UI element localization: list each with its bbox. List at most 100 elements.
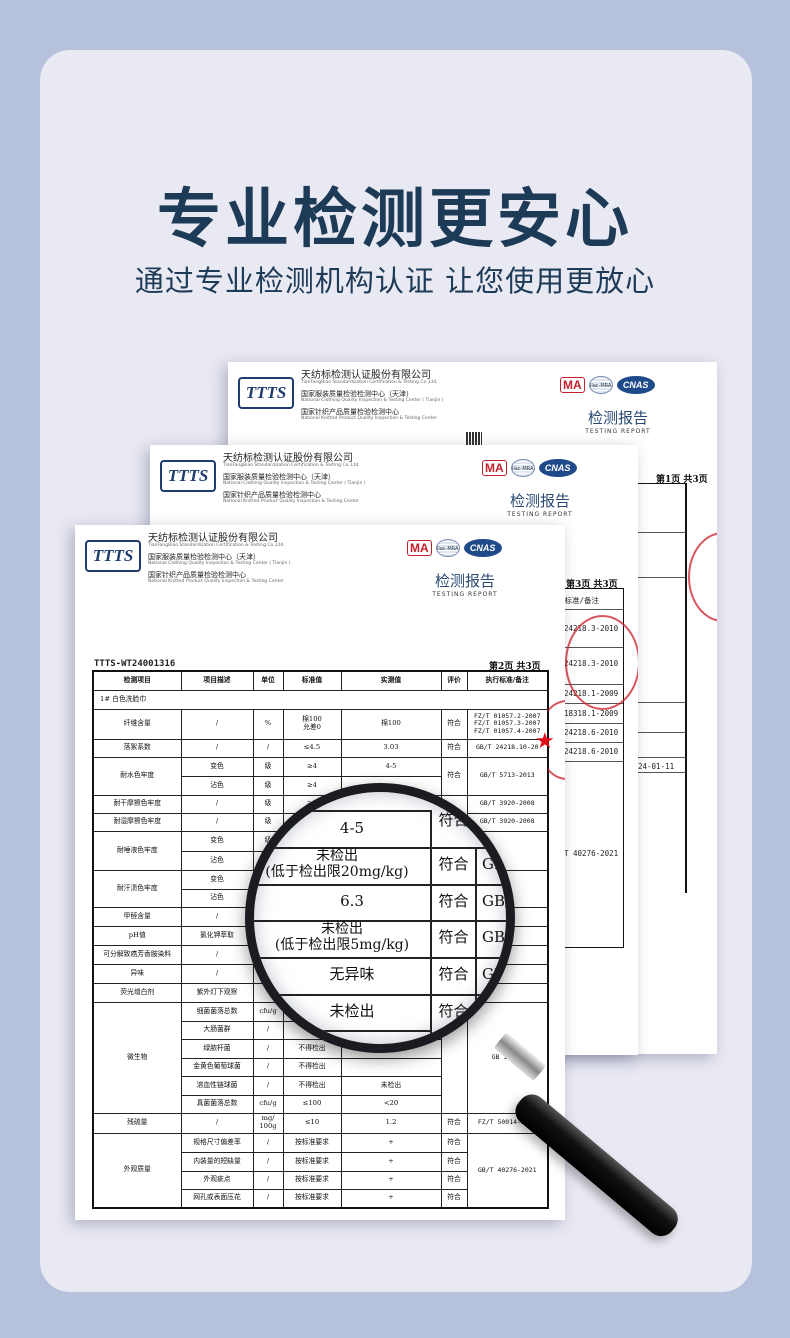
ttts-logo: TTTS — [238, 377, 294, 409]
table-cell: 异味 — [92, 963, 182, 984]
table-cell: ≤4.5 — [282, 738, 342, 758]
zoomed-value: <20 — [304, 1037, 336, 1044]
table-cell: 可分解致癌芳香胺染料 — [92, 944, 182, 965]
table-cell: 沾色 — [180, 850, 254, 871]
cnas-badge: CNAS — [463, 539, 502, 557]
table-cell: 未检出 — [340, 1075, 442, 1096]
table-cell: 符合 — [440, 1112, 468, 1134]
report-title-en: TESTING REPORT — [507, 511, 573, 518]
zoomed-standard: GB/ — [482, 892, 511, 910]
table-cell: + — [340, 1132, 442, 1153]
table-row: 真菌菌落总数 cfu/g ≤100 <20 — [93, 1094, 548, 1114]
ttts-logo: TTTS — [160, 460, 216, 492]
table-row: 残硫量 / mg/ 100g ≤10 1.2 符合 FZ/T 50014-2008 — [92, 1112, 549, 1134]
table-cell: 规格尺寸偏差率 — [180, 1132, 254, 1153]
center-name: 国家服装质量检验检测中心（天津） — [148, 552, 260, 561]
table-header-row: 检测项目 项目描述 单位 标准值 实测值 评价 执行标准/备注 — [92, 670, 549, 691]
zoomed-value: 无异味 — [329, 965, 375, 983]
table-cell: ≥4 — [282, 756, 342, 777]
table-cell: / — [252, 1170, 284, 1190]
table-cell — [340, 1057, 442, 1077]
table-cell: 变色 — [180, 869, 254, 890]
table-cell: 变色 — [180, 756, 254, 777]
column-header: 实测值 — [340, 670, 442, 691]
date-fragment: 24-01-11 — [638, 762, 675, 771]
zoomed-rating: 符合 — [438, 928, 469, 946]
center-name-en: National Clothing Quality Inspection & T… — [148, 560, 291, 566]
standard: 24218.6-2010 — [564, 747, 619, 756]
magnifier-lens: 4-5 未检出 (低于检出限20mg/kg) 6.3 未检出 (低于检出限5mg… — [245, 783, 515, 1053]
table-cell: GB/T 40276-2021 — [466, 1132, 549, 1209]
ilac-mra-badge: ilac-MRA — [588, 376, 613, 394]
table-cell: 甲醛含量 — [92, 906, 182, 927]
table-cell: 外观质量 — [92, 1132, 182, 1209]
table-cell: 变色 — [180, 830, 254, 852]
zoomed-value: 未检出 (低于检出限20mg/kg) — [265, 848, 409, 881]
table-cell: 内装量的短缺量 — [180, 1151, 254, 1172]
zoomed-rating: 符合 — [438, 892, 469, 910]
company-name-en: TianFangBiao Standardization Certificati… — [301, 380, 438, 385]
standard: 18318.1-2009 — [564, 709, 619, 718]
table-cell: / — [252, 1038, 284, 1059]
red-seal — [688, 532, 717, 622]
table-cell: 纤维含量 — [92, 708, 182, 740]
table-cell: 级 — [252, 756, 284, 777]
table-row: 耐水色牢度 变色级 ≥4 4-5 符合 GB/T 5713-2013 — [92, 756, 549, 796]
column-header: 单位 — [252, 670, 284, 691]
company-name-en: TianFangBiao Standardization Certificati… — [223, 463, 360, 468]
table-cell: 符合 — [440, 1188, 468, 1209]
table-cell: / — [180, 708, 254, 740]
table-cell: 按标准要求 — [282, 1132, 342, 1153]
table-cell: / — [180, 944, 254, 965]
table-cell: 沾色 — [180, 888, 254, 908]
table-cell: / — [180, 738, 254, 758]
company-info: 天纺标检测认证股份有限公司 TianFangBiao Standardizati… — [223, 453, 365, 507]
report-title-cn: 检测报告 — [509, 492, 570, 510]
report-title-en: TESTING REPORT — [585, 428, 651, 435]
table-cell: % — [252, 708, 284, 740]
zoomed-rating: 符合 — [438, 811, 469, 829]
table-cell: 棉100 — [340, 708, 442, 740]
table-row: 纤维含量 /% 棉100 允差0 棉100 符合 FZ/T 01057.2-2007 FZ… — [92, 708, 549, 740]
table-cell: 符合 — [440, 756, 468, 796]
column-header: 项目描述 — [180, 670, 254, 691]
headline-title: 专业检测更安心 — [157, 183, 633, 257]
zoomed-rating: 符合 — [438, 1002, 469, 1020]
table-cell: 耐汗渍色牢度 — [92, 869, 182, 908]
zoomed-value: 4-5 — [339, 819, 365, 837]
table-cell: / — [252, 1188, 284, 1209]
red-seal — [565, 615, 638, 710]
table-cell: 符合 — [440, 1151, 468, 1172]
table-cell: 真菌菌落总数 — [180, 1094, 254, 1114]
sample-name: 1# 白色洗脸巾 — [92, 689, 549, 710]
table-cell: pH值 — [92, 925, 182, 946]
table-cell: 棉100 允差0 — [282, 708, 342, 740]
center-name-en: National Knitted Product Quality Inspect… — [223, 498, 359, 504]
table-cell: 耐干摩擦色牢度 — [92, 794, 182, 814]
table-cell: 大肠菌群 — [180, 1020, 254, 1040]
center-name-en: National Knitted Product Quality Inspect… — [301, 415, 437, 421]
company-info: 天纺标检测认证股份有限公司 TianFangBiao Standardizati… — [148, 533, 290, 587]
ilac-mra-badge: ilac-MRA — [510, 459, 535, 477]
zoomed-rating: 符合 — [438, 855, 469, 873]
table-cell: 微生物 — [92, 1001, 182, 1114]
table-cell: 符合 — [440, 1132, 468, 1153]
table-cell: ≤10 — [282, 1112, 342, 1134]
table-row: 落絮系数 / / ≤4.5 3.03 符合 GB/T 24218.10-20 — [92, 738, 549, 758]
zoomed-standard: GB/ — [482, 855, 511, 873]
table-cell: 外观疵点 — [180, 1170, 254, 1190]
column-header: 执行标准/备注 — [466, 670, 549, 691]
table-cell: + — [340, 1151, 442, 1172]
table-cell: 氯化钾萃取 — [180, 925, 254, 946]
standard: 24218.6-2010 — [564, 728, 619, 737]
headline-subtitle: 通过专业检测机构认证 让您使用更放心 — [134, 264, 656, 298]
zoomed-standard: G — [482, 1002, 494, 1020]
table-cell: / — [252, 1057, 284, 1077]
table-cell: 耐水色牢度 — [92, 756, 182, 796]
center-name: 国家针织产品质量检验检测中心 — [301, 407, 399, 416]
table-cell: 符合 — [440, 1170, 468, 1190]
table-cell: FZ/T 01057.2-2007 FZ/T 01057.3-2007 FZ/T… — [466, 708, 549, 740]
sample-row: 1# 白色洗脸巾 — [92, 689, 549, 710]
cnas-badge: CNAS — [538, 459, 577, 477]
